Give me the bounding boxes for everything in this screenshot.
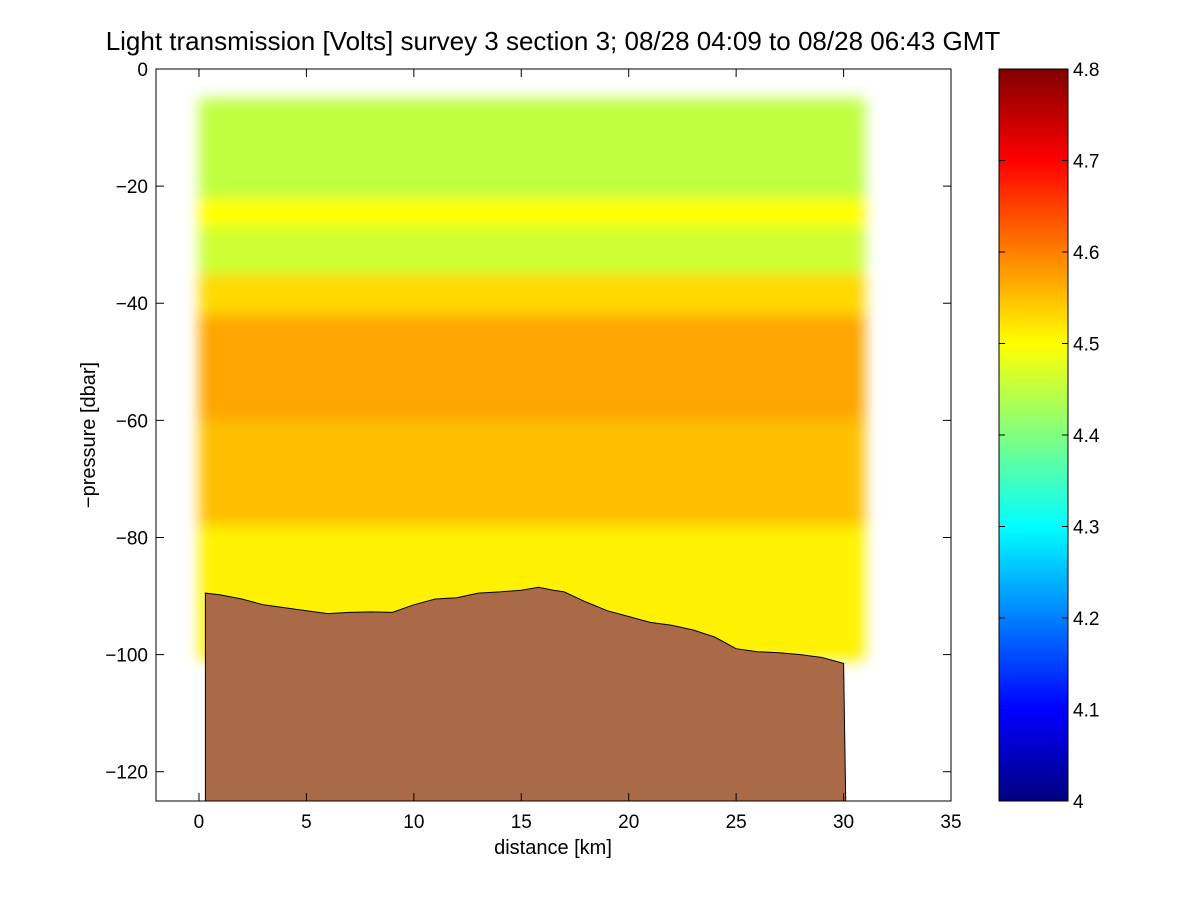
seafloor — [204, 586, 847, 801]
plot-frame — [155, 68, 952, 802]
y-axis-label: −pressure [dbar] — [78, 362, 100, 508]
field-band-3 — [198, 273, 866, 321]
x-tick-label: 35 — [940, 812, 961, 833]
colorbar-tick-label: 4.4 — [1073, 426, 1100, 447]
colorbar-tick-label: 4.3 — [1073, 518, 1099, 539]
y-tick-label: −100 — [105, 646, 148, 667]
colorbar — [998, 68, 1069, 802]
x-tick-label: 30 — [833, 812, 854, 833]
y-tick-label: −60 — [116, 411, 148, 432]
colorbar-tick-label: 4.6 — [1073, 243, 1099, 264]
y-tick-label: −40 — [116, 294, 148, 315]
field-band-0 — [198, 98, 866, 204]
colorbar-tick-label: 4.2 — [1073, 609, 1099, 630]
x-tick-label: 0 — [194, 812, 205, 833]
x-tick-label: 10 — [403, 812, 424, 833]
colorbar-axis: 4 4.1 4.2 4.3 4.4 4.5 4.6 4.7 4.8 — [999, 60, 1100, 813]
seafloor-layer — [204, 586, 847, 801]
y-tick-label: −20 — [116, 177, 148, 198]
x-tick-label: 15 — [511, 812, 532, 833]
x-axis: 0 5 10 15 20 25 30 35 — [194, 69, 962, 833]
y-tick-label: −120 — [105, 763, 148, 784]
colorbar-tick-label: 4.7 — [1073, 152, 1099, 173]
transmission-field — [198, 98, 866, 661]
colorbar-tick-label: 4.5 — [1073, 335, 1099, 356]
chart-title: Light transmission [Volts] survey 3 sect… — [106, 26, 1001, 56]
y-axis: 0 −20 −40 −60 −80 −100 −120 — [105, 60, 951, 784]
y-tick-label: 0 — [137, 60, 148, 81]
colorbar-tick-label: 4 — [1073, 792, 1084, 813]
field-band-5 — [198, 420, 866, 532]
field-band-2 — [198, 227, 866, 280]
x-axis-label: distance [km] — [494, 837, 612, 859]
x-tick-label: 25 — [726, 812, 747, 833]
colorbar-tick-label: 4.8 — [1073, 60, 1099, 81]
colorbar-tick-label: 4.1 — [1073, 701, 1099, 722]
field-band-4 — [198, 314, 866, 427]
y-tick-label: −80 — [116, 528, 148, 549]
x-tick-label: 20 — [618, 812, 639, 833]
x-tick-label: 5 — [301, 812, 312, 833]
field-bands — [198, 98, 866, 661]
